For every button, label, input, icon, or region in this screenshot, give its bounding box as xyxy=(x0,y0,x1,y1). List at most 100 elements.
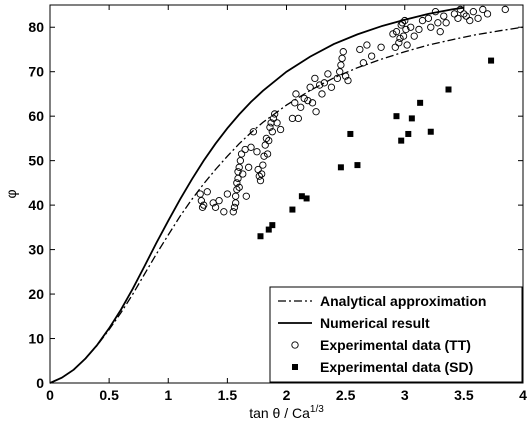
x-tick-label: 2 xyxy=(283,387,291,403)
data-point xyxy=(269,222,276,229)
data-point xyxy=(263,150,272,158)
y-tick-label: 70 xyxy=(28,64,44,80)
data-point xyxy=(474,14,482,22)
x-tick-label: 1 xyxy=(164,387,172,403)
data-point xyxy=(220,208,228,216)
data-point xyxy=(247,143,255,151)
data-point xyxy=(232,192,240,200)
data-point xyxy=(269,114,278,123)
x-tick-label: 3.5 xyxy=(454,387,474,403)
data-point xyxy=(256,177,265,185)
data-point xyxy=(393,113,400,120)
data-point xyxy=(405,130,412,137)
data-point xyxy=(479,5,487,14)
data-point xyxy=(249,128,258,136)
data-point xyxy=(336,68,344,76)
legend-label: Experimental data (SD) xyxy=(320,359,473,375)
data-point xyxy=(337,61,345,69)
data-point xyxy=(356,45,364,54)
data-point xyxy=(354,162,361,169)
series-line-analytical-approximation xyxy=(49,26,524,384)
data-point xyxy=(266,123,274,131)
data-point xyxy=(363,41,371,49)
data-point xyxy=(450,10,459,18)
data-point xyxy=(273,119,281,127)
data-point xyxy=(237,150,246,158)
data-point xyxy=(442,19,450,27)
data-point xyxy=(359,59,368,67)
data-point xyxy=(440,12,448,20)
data-point xyxy=(242,192,250,200)
data-point xyxy=(268,128,276,136)
x-tick-label: 2.5 xyxy=(336,387,356,403)
series-line-numerical-result xyxy=(49,6,465,384)
data-point xyxy=(306,83,314,91)
data-point xyxy=(398,137,405,144)
data-point xyxy=(454,14,462,22)
data-point xyxy=(236,156,245,165)
data-point xyxy=(501,5,509,14)
data-point xyxy=(276,125,285,134)
data-point xyxy=(427,23,435,31)
series-experimental-data-sd xyxy=(257,57,495,240)
data-point xyxy=(401,16,409,25)
y-tick-label: 30 xyxy=(28,242,44,258)
x-axis-label: tan θ / Ca1/3 xyxy=(249,404,324,421)
data-point xyxy=(402,25,410,34)
y-tick-label: 40 xyxy=(28,197,44,213)
legend-label: Numerical result xyxy=(320,315,430,331)
data-point xyxy=(456,5,464,14)
data-point xyxy=(395,39,403,47)
data-point xyxy=(367,52,376,60)
data-point xyxy=(403,41,411,49)
legend: Analytical approximation Numerical result… xyxy=(269,286,523,383)
data-point xyxy=(344,76,352,85)
data-point xyxy=(300,94,308,103)
data-point xyxy=(261,141,269,149)
data-point xyxy=(315,81,324,89)
data-point xyxy=(257,233,264,240)
data-point xyxy=(259,161,267,169)
data-point xyxy=(265,226,272,233)
data-point xyxy=(415,25,423,34)
x-tick-label: 3 xyxy=(401,387,409,403)
data-point xyxy=(398,19,407,27)
data-point xyxy=(488,57,495,64)
data-point xyxy=(320,79,328,87)
data-point xyxy=(417,99,424,106)
data-point xyxy=(424,14,433,22)
data-point xyxy=(308,99,317,107)
legend-item-analytical-approximation: Analytical approximation xyxy=(278,293,486,309)
data-point xyxy=(324,70,332,78)
data-point xyxy=(294,114,302,123)
data-point xyxy=(203,188,211,196)
data-point xyxy=(338,54,346,63)
legend-label: Analytical approximation xyxy=(320,293,486,309)
y-tick-label: 10 xyxy=(28,331,44,347)
series-experimental-data-tt xyxy=(196,5,509,216)
data-point xyxy=(347,130,354,137)
data-point xyxy=(312,108,320,116)
data-point xyxy=(303,195,310,202)
data-point xyxy=(265,136,273,145)
data-point xyxy=(262,134,271,143)
data-point xyxy=(271,110,279,118)
data-point xyxy=(469,8,477,16)
data-point xyxy=(245,163,253,171)
data-point xyxy=(318,90,326,98)
data-point xyxy=(289,206,296,213)
legend-item-numerical-result: Numerical result xyxy=(278,315,430,331)
legend-item-experimental-data-tt: Experimental data (TT) xyxy=(291,337,471,353)
y-tick-label: 80 xyxy=(28,19,44,35)
data-point xyxy=(466,16,474,25)
data-point xyxy=(389,30,397,38)
data-point xyxy=(260,152,268,160)
data-point xyxy=(392,28,401,36)
data-point xyxy=(211,203,220,211)
y-tick-label: 20 xyxy=(28,286,44,302)
y-tick-labels: 0 10 20 30 40 50 60 70 80 xyxy=(28,19,44,391)
y-tick-label: 0 xyxy=(36,375,44,391)
data-point xyxy=(197,197,206,205)
legend-label: Experimental data (TT) xyxy=(320,337,471,353)
